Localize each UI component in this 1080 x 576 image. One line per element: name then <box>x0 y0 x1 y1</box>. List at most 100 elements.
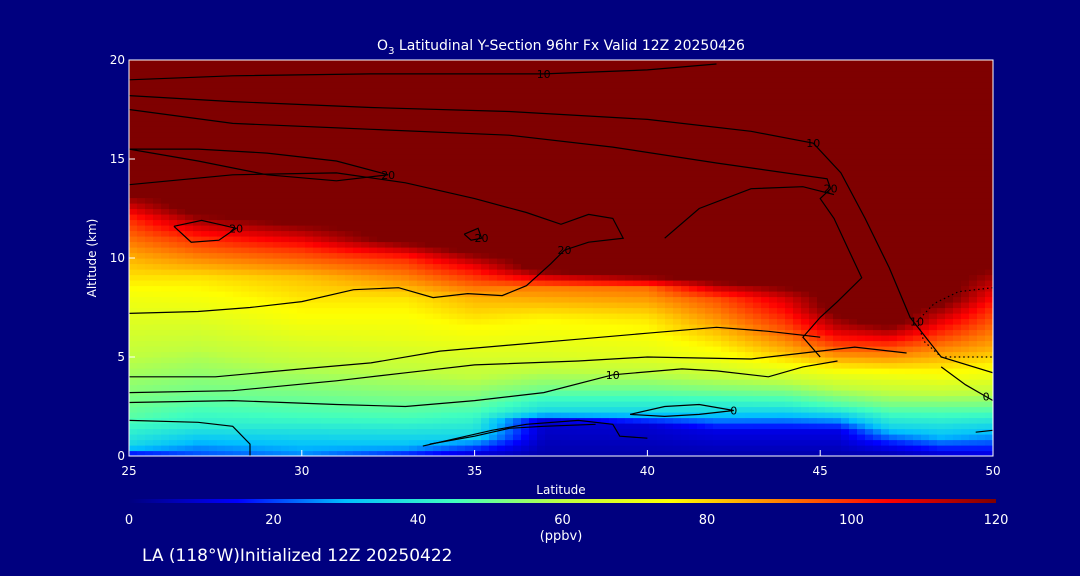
field-cell <box>289 131 298 138</box>
field-cell <box>633 258 642 265</box>
field-cell <box>673 76 682 83</box>
field-cell <box>569 406 578 413</box>
field-cell <box>457 230 466 237</box>
field-cell <box>345 346 354 353</box>
field-cell <box>633 395 642 402</box>
field-cell <box>233 439 242 446</box>
field-cell <box>449 98 458 105</box>
field-cell <box>289 296 298 303</box>
field-cell <box>465 241 474 248</box>
field-cell <box>137 423 146 430</box>
field-cell <box>649 324 658 331</box>
field-cell <box>321 351 330 358</box>
field-cell <box>153 230 162 237</box>
field-cell <box>497 252 506 259</box>
field-cell <box>561 159 570 166</box>
field-cell <box>673 192 682 199</box>
field-cell <box>249 219 258 226</box>
field-cell <box>561 60 570 67</box>
field-cell <box>673 247 682 254</box>
field-cell <box>633 236 642 243</box>
field-cell <box>409 395 418 402</box>
field-cell <box>161 159 170 166</box>
field-cell <box>545 445 554 452</box>
field-cell <box>497 126 506 133</box>
field-cell <box>369 346 378 353</box>
field-cell <box>145 104 154 111</box>
field-cell <box>601 153 610 160</box>
field-cell <box>289 285 298 292</box>
field-cell <box>665 98 674 105</box>
field-cell <box>657 71 666 78</box>
field-cell <box>201 296 210 303</box>
field-cell <box>217 324 226 331</box>
field-cell <box>257 247 266 254</box>
field-cell <box>249 148 258 155</box>
field-cell <box>193 340 202 347</box>
field-cell <box>601 445 610 452</box>
field-cell <box>305 351 314 358</box>
field-cell <box>393 104 402 111</box>
field-cell <box>569 109 578 116</box>
field-cell <box>177 318 186 325</box>
field-cell <box>201 346 210 353</box>
field-cell <box>377 126 386 133</box>
field-cell <box>193 357 202 364</box>
field-cell <box>161 258 170 265</box>
field-cell <box>473 362 482 369</box>
field-cell <box>337 93 346 100</box>
field-cell <box>593 318 602 325</box>
field-cell <box>433 307 442 314</box>
field-cell <box>433 192 442 199</box>
field-cell <box>385 384 394 391</box>
field-cell <box>129 153 138 160</box>
field-cell <box>545 280 554 287</box>
field-cell <box>129 434 138 441</box>
field-cell <box>489 137 498 144</box>
field-cell <box>369 384 378 391</box>
field-cell <box>441 214 450 221</box>
field-cell <box>145 142 154 149</box>
field-cell <box>241 302 250 309</box>
field-cell <box>137 412 146 419</box>
field-cell <box>161 274 170 281</box>
field-cell <box>313 335 322 342</box>
field-cell <box>497 423 506 430</box>
field-cell <box>513 126 522 133</box>
field-cell <box>369 302 378 309</box>
field-cell <box>593 329 602 336</box>
field-cell <box>305 230 314 237</box>
field-cell <box>297 87 306 94</box>
field-cell <box>265 285 274 292</box>
field-cell <box>601 417 610 424</box>
field-cell <box>169 197 178 204</box>
field-cell <box>409 269 418 276</box>
field-cell <box>649 82 658 89</box>
field-cell <box>505 192 514 199</box>
field-cell <box>249 439 258 446</box>
field-cell <box>265 434 274 441</box>
field-cell <box>577 159 586 166</box>
field-cell <box>233 340 242 347</box>
field-cell <box>393 401 402 408</box>
field-cell <box>297 263 306 270</box>
field-cell <box>649 186 658 193</box>
field-cell <box>609 412 618 419</box>
field-cell <box>385 395 394 402</box>
field-cell <box>297 368 306 375</box>
field-cell <box>681 434 690 441</box>
field-cell <box>321 225 330 232</box>
field-cell <box>665 258 674 265</box>
field-cell <box>521 87 530 94</box>
field-cell <box>449 252 458 259</box>
field-cell <box>537 225 546 232</box>
field-cell <box>545 225 554 232</box>
field-cell <box>569 137 578 144</box>
field-cell <box>201 247 210 254</box>
field-cell <box>649 384 658 391</box>
field-cell <box>233 324 242 331</box>
field-cell <box>625 406 634 413</box>
field-cell <box>321 104 330 111</box>
field-cell <box>593 263 602 270</box>
field-cell <box>537 357 546 364</box>
